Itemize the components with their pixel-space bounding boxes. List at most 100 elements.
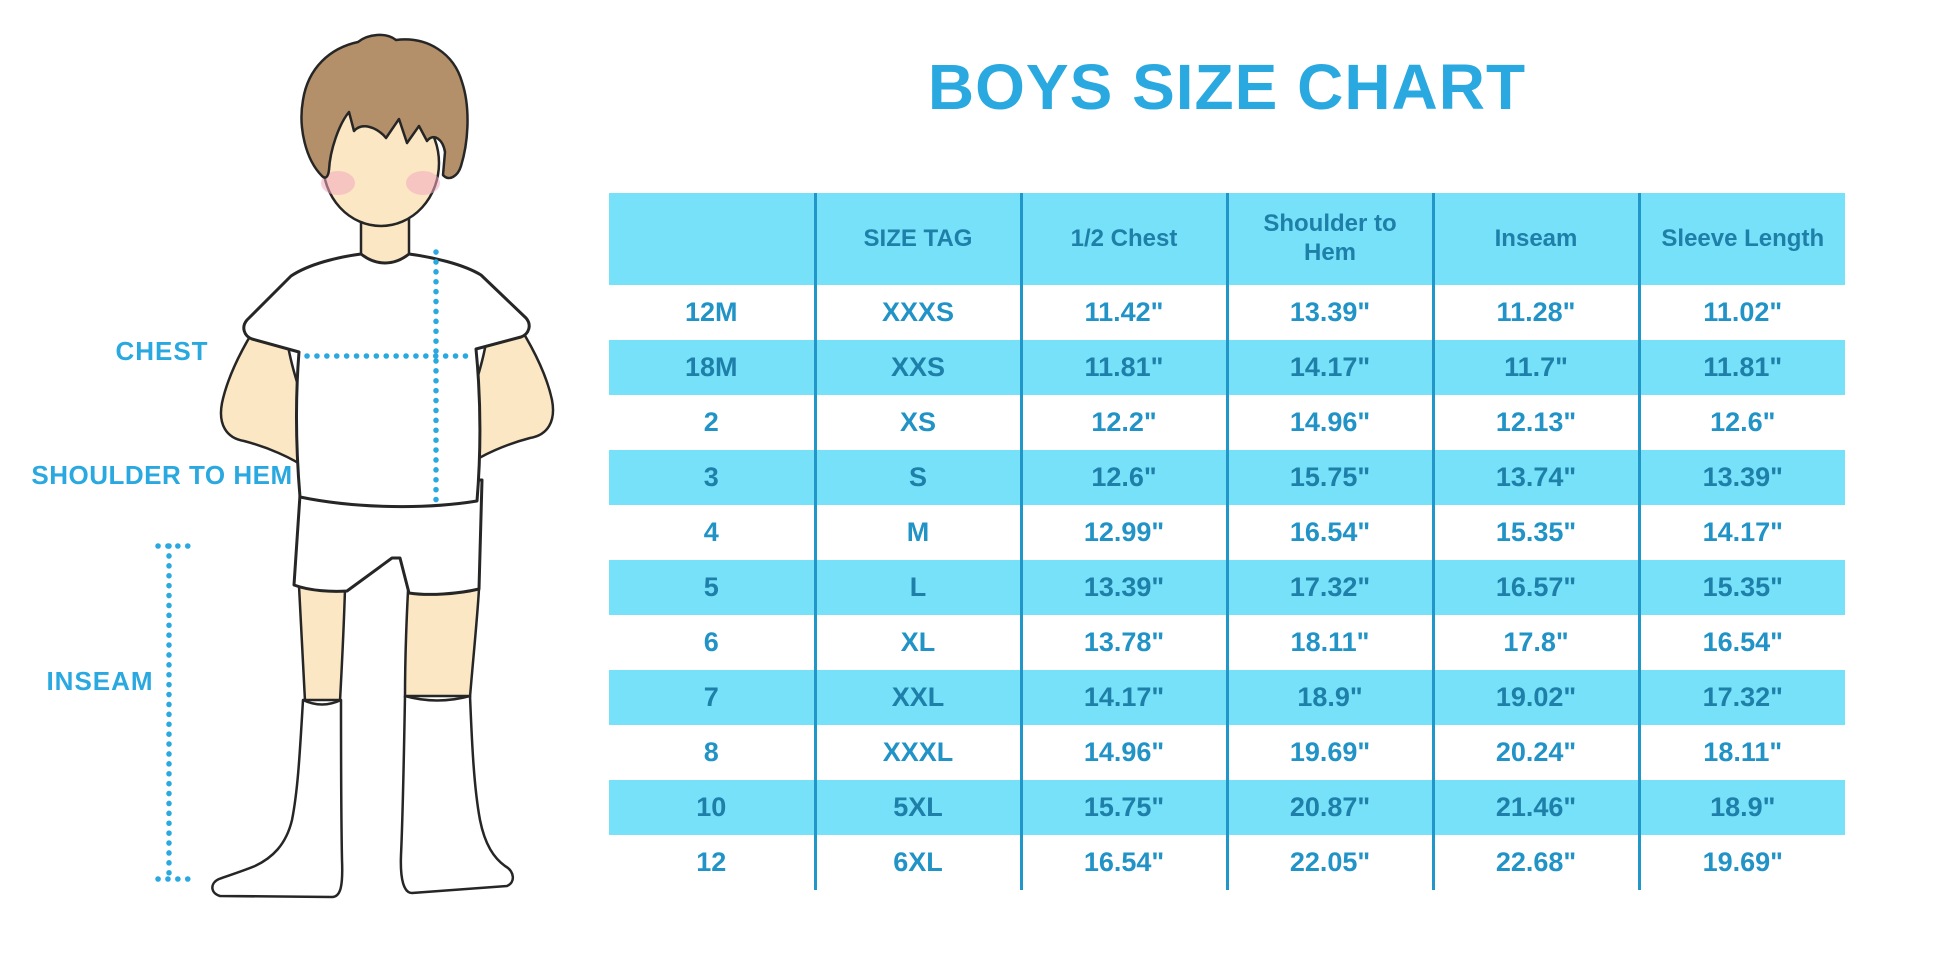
measurement-cell: 15.75" — [1225, 450, 1433, 505]
measurement-cell: 13.74" — [1431, 450, 1639, 505]
size-cell: 4 — [609, 505, 815, 560]
size-cell: 12M — [609, 285, 815, 340]
measurement-cell: 11.28" — [1431, 285, 1639, 340]
measurement-cell: 16.54" — [1637, 615, 1845, 670]
measurement-cell: 17.8" — [1431, 615, 1639, 670]
table-row: 3 S 12.6" 15.75" 13.74" 13.39" — [609, 450, 1845, 505]
hair — [300, 33, 469, 180]
size-cell: 8 — [609, 725, 815, 780]
measurement-cell: 12.6" — [1019, 450, 1227, 505]
table-row: 10 5XL 15.75" 20.87" 21.46" 18.9" — [609, 780, 1845, 835]
measurement-cell: 18.11" — [1225, 615, 1433, 670]
table-row: 12 6XL 16.54" 22.05" 22.68" 19.69" — [609, 835, 1845, 890]
measurement-cell: 12.13" — [1431, 395, 1639, 450]
measurement-cell: 14.96" — [1019, 725, 1227, 780]
right-sock-top-line — [404, 694, 471, 702]
measurement-cell: 13.78" — [1019, 615, 1227, 670]
column-header: 1/2 Chest — [1019, 193, 1227, 285]
size-cell: 3 — [609, 450, 815, 505]
size-table-header: SIZE TAG 1/2 Chest Shoulder to Hem Inseam Sl… — [609, 193, 1845, 285]
measurement-cell: 14.96" — [1225, 395, 1433, 450]
inseam-label: INSEAM — [46, 666, 154, 696]
measurement-cell: 17.32" — [1225, 560, 1433, 615]
measurement-cell: 21.46" — [1431, 780, 1639, 835]
shoulder-to-hem-label: SHOULDER TO HEM — [31, 460, 293, 490]
measurement-cell: L — [813, 560, 1021, 615]
measurement-cell: 20.24" — [1431, 725, 1639, 780]
measurement-cell: 22.05" — [1225, 835, 1433, 890]
column-header: Sleeve Length — [1637, 193, 1845, 285]
size-cell: 18M — [609, 340, 815, 395]
table-row: 12M XXXS 11.42" 13.39" 11.28" 11.02" — [609, 285, 1845, 340]
column-header: Shoulder to Hem — [1225, 193, 1433, 285]
left-cheek-blush — [321, 171, 355, 195]
measurement-cell: 11.81" — [1637, 340, 1845, 395]
page-title: BOYS SIZE CHART — [927, 51, 1527, 123]
measurement-cell: 12.99" — [1019, 505, 1227, 560]
measurement-cell: 14.17" — [1637, 505, 1845, 560]
measurement-cell: 18.9" — [1225, 670, 1433, 725]
measurement-cell: 12.6" — [1637, 395, 1845, 450]
measurement-cell: XXXS — [813, 285, 1021, 340]
measurement-cell: 13.39" — [1637, 450, 1845, 505]
size-table: SIZE TAG 1/2 Chest Shoulder to Hem Inseam Sl… — [609, 193, 1845, 890]
size-table-body: 12M XXXS 11.42" 13.39" 11.28" 11.02" 18M XXS 11.… — [609, 285, 1845, 890]
measurement-cell: 16.57" — [1431, 560, 1639, 615]
measurement-cell: 6XL — [813, 835, 1021, 890]
measurement-cell: M — [813, 505, 1021, 560]
measurement-cell: 19.69" — [1225, 725, 1433, 780]
measurement-cell: 11.02" — [1637, 285, 1845, 340]
measurement-cell: 14.17" — [1225, 340, 1433, 395]
measurement-cell: 11.81" — [1019, 340, 1227, 395]
measurement-cell: 11.42" — [1019, 285, 1227, 340]
measurement-cell: XXXL — [813, 725, 1021, 780]
left-leg — [297, 584, 347, 703]
column-header: Inseam — [1431, 193, 1639, 285]
measurement-diagram: CHEST SHOULDER TO HEM INSEAM — [0, 0, 600, 973]
corner-cell — [609, 193, 815, 285]
right-cheek-blush — [406, 171, 440, 195]
right-leg — [403, 587, 481, 699]
table-row: 5 L 13.39" 17.32" 16.57" 15.35" — [609, 560, 1845, 615]
table-row: 6 XL 13.78" 18.11" 17.8" 16.54" — [609, 615, 1845, 670]
measurement-cell: XXL — [813, 670, 1021, 725]
measurement-cell: 11.7" — [1431, 340, 1639, 395]
table-row: 8 XXXL 14.96" 19.69" 20.24" 18.11" — [609, 725, 1845, 780]
chest-label: CHEST — [115, 336, 209, 366]
left-sock — [211, 698, 344, 899]
shorts — [292, 478, 484, 596]
measurement-cell: 15.35" — [1637, 560, 1845, 615]
measurement-cell: XL — [813, 615, 1021, 670]
measurement-cell: 17.32" — [1637, 670, 1845, 725]
measurement-cell: 12.2" — [1019, 395, 1227, 450]
measurement-cell: S — [813, 450, 1021, 505]
column-header: SIZE TAG — [813, 193, 1021, 285]
measurement-cell: 18.9" — [1637, 780, 1845, 835]
size-cell: 12 — [609, 835, 815, 890]
measurement-cell: 13.39" — [1019, 560, 1227, 615]
size-cell: 6 — [609, 615, 815, 670]
measurement-cell: XXS — [813, 340, 1021, 395]
measurement-cell: 19.69" — [1637, 835, 1845, 890]
right-sock — [399, 694, 514, 895]
measurement-cell: 22.68" — [1431, 835, 1639, 890]
table-row: 7 XXL 14.17" 18.9" 19.02" 17.32" — [609, 670, 1845, 725]
measurement-cell: 19.02" — [1431, 670, 1639, 725]
table-row: 2 XS 12.2" 14.96" 12.13" 12.6" — [609, 395, 1845, 450]
measurement-cell: 15.35" — [1431, 505, 1639, 560]
left-sock-top-line — [302, 698, 342, 706]
size-cell: 10 — [609, 780, 815, 835]
measurement-cell: 16.54" — [1019, 835, 1227, 890]
measurement-cell: 16.54" — [1225, 505, 1433, 560]
header-row: SIZE TAG 1/2 Chest Shoulder to Hem Inseam Sl… — [609, 193, 1845, 285]
t-shirt — [242, 252, 531, 509]
measurement-cell: 20.87" — [1225, 780, 1433, 835]
table-row: 4 M 12.99" 16.54" 15.35" 14.17" — [609, 505, 1845, 560]
table-row: 18M XXS 11.81" 14.17" 11.7" 11.81" — [609, 340, 1845, 395]
size-cell: 2 — [609, 395, 815, 450]
measurement-cell: XS — [813, 395, 1021, 450]
measurement-cell: 15.75" — [1019, 780, 1227, 835]
boy-illustration — [155, 33, 555, 899]
measurement-cell: 14.17" — [1019, 670, 1227, 725]
